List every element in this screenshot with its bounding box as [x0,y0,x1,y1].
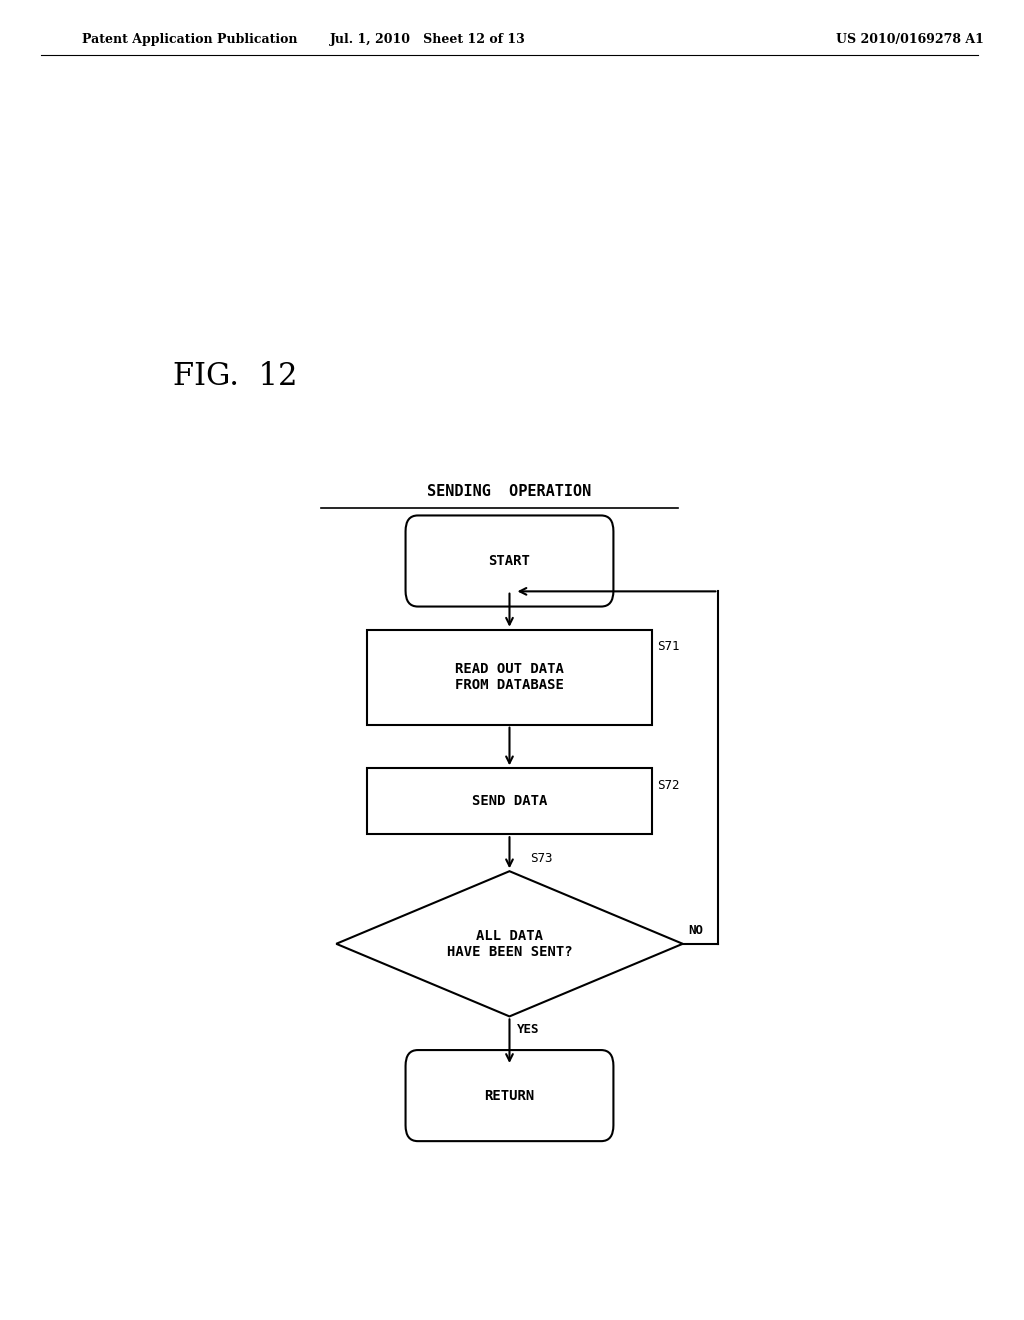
Text: S73: S73 [529,851,552,865]
Text: READ OUT DATA
FROM DATABASE: READ OUT DATA FROM DATABASE [455,663,564,692]
Text: SENDING  OPERATION: SENDING OPERATION [427,483,592,499]
Text: START: START [488,554,530,568]
FancyBboxPatch shape [406,516,613,607]
Text: ALL DATA
HAVE BEEN SENT?: ALL DATA HAVE BEEN SENT? [446,929,572,958]
Text: YES: YES [517,1023,539,1036]
Text: S71: S71 [657,640,680,653]
Bar [367,630,652,725]
Bar [367,768,652,834]
Text: FIG.  12: FIG. 12 [173,360,298,392]
Text: US 2010/0169278 A1: US 2010/0169278 A1 [836,33,983,46]
Text: Jul. 1, 2010   Sheet 12 of 13: Jul. 1, 2010 Sheet 12 of 13 [330,33,526,46]
Text: RETURN: RETURN [484,1089,535,1102]
FancyBboxPatch shape [406,1051,613,1140]
Text: SEND DATA: SEND DATA [472,795,547,808]
Text: Patent Application Publication: Patent Application Publication [82,33,297,46]
Text: S72: S72 [657,779,680,792]
Polygon shape [336,871,683,1016]
Text: NO: NO [688,924,702,937]
